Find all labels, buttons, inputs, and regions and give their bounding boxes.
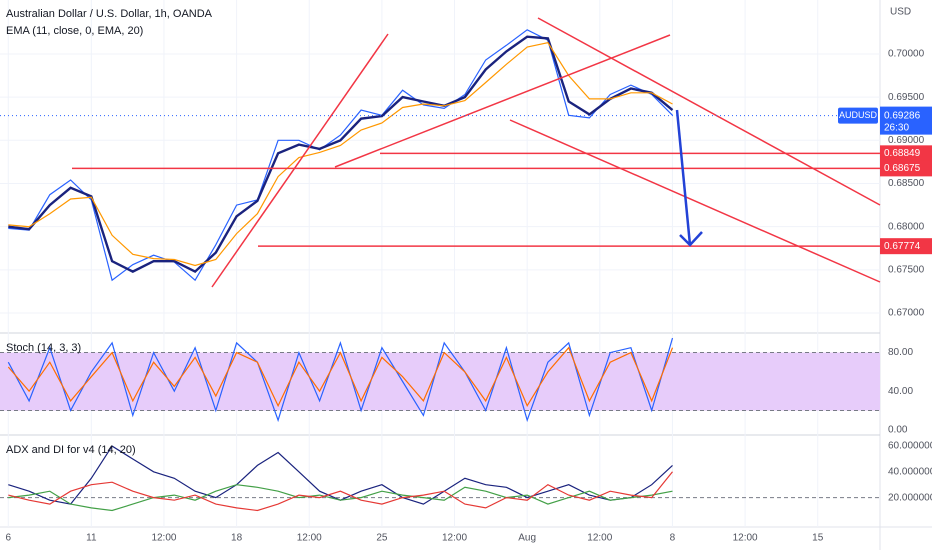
y-tick-label: 0.00 <box>888 424 908 435</box>
y-tick-label: 40.00 <box>888 386 913 397</box>
x-tick-label: 15 <box>812 533 824 544</box>
level-label: 0.67774 <box>884 241 921 252</box>
series-line <box>8 29 673 282</box>
last-price-label: 0.69286 <box>884 110 921 121</box>
y-tick-label: 0.70000 <box>888 49 925 60</box>
y-tick-label: 0.68500 <box>888 178 925 189</box>
series-line <box>8 42 673 267</box>
x-tick-label: 6 <box>6 533 12 544</box>
x-tick-label: Aug <box>518 533 536 544</box>
symbol-label: AUDUSD <box>839 110 878 120</box>
x-tick-label: 8 <box>670 533 676 544</box>
y-tick-label: 80.00 <box>888 347 913 358</box>
y-tick-label: 0.67000 <box>888 308 925 319</box>
series-line <box>8 471 673 512</box>
x-tick-label: 12:00 <box>733 533 758 544</box>
trend-line <box>334 34 671 168</box>
y-tick-label: 0.69500 <box>888 92 925 103</box>
x-tick-label: 12:00 <box>587 533 612 544</box>
trend-line <box>537 17 881 206</box>
y-tick-label: 60.000000 <box>888 441 932 452</box>
level-tag <box>880 238 932 255</box>
y-tick-label: 0.68000 <box>888 221 925 232</box>
x-tick-label: 12:00 <box>151 533 176 544</box>
price-tag <box>880 106 932 135</box>
countdown-label: 26:30 <box>884 122 909 133</box>
y-tick-label: 0.69000 <box>888 135 925 146</box>
series-line <box>8 484 673 512</box>
y-axis-label: USD <box>890 7 911 18</box>
chart-subtitle: EMA (11, close, 0, EMA, 20) <box>6 25 143 37</box>
level-label: 0.68675 <box>884 163 921 174</box>
series-line <box>7 337 674 423</box>
x-tick-label: 18 <box>231 533 243 544</box>
x-tick-label: 11 <box>86 533 97 544</box>
pane-title: Stoch (14, 3, 3) <box>6 342 81 354</box>
x-tick-label: 12:00 <box>297 533 322 544</box>
x-tick-label: 12:00 <box>442 533 467 544</box>
forecast-arrow <box>675 109 703 247</box>
y-tick-label: 40.000000 <box>888 466 932 477</box>
level-label: 0.68849 <box>884 148 921 159</box>
pane-title: ADX and DI for v4 (14, 20) <box>6 444 136 456</box>
series-line <box>7 346 674 408</box>
level-tag <box>880 160 932 177</box>
pane-title: Australian Dollar / U.S. Dollar, 1h, OAN… <box>6 8 213 20</box>
trend-line <box>509 119 881 283</box>
x-tick-label: 25 <box>376 533 388 544</box>
series-line <box>8 35 674 274</box>
y-tick-label: 20.000000 <box>888 492 932 503</box>
symbol-tag <box>838 107 878 124</box>
level-tag <box>880 145 932 162</box>
y-tick-label: 0.67500 <box>888 264 925 275</box>
trend-line <box>211 33 389 288</box>
